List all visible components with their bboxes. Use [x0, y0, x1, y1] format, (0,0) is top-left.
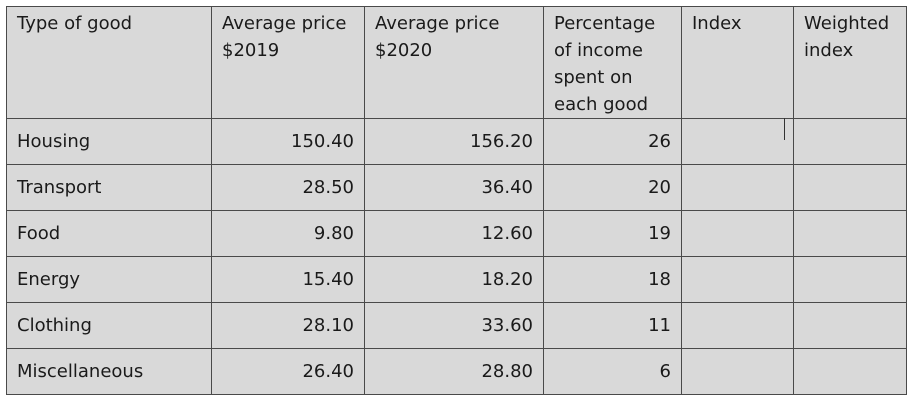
- cell-percent[interactable]: 19: [543, 210, 682, 257]
- cell-good[interactable]: Energy: [6, 256, 212, 303]
- cell-percent[interactable]: 6: [543, 348, 682, 395]
- table-row: Miscellaneous 26.40 28.80 6: [6, 348, 907, 395]
- cell-price-2020[interactable]: 33.60: [364, 302, 544, 349]
- cell-good[interactable]: Housing: [6, 118, 212, 165]
- cell-index[interactable]: [681, 210, 794, 257]
- cell-price-2019[interactable]: 26.40: [211, 348, 365, 395]
- cell-price-2019[interactable]: 9.80: [211, 210, 365, 257]
- header-index[interactable]: Index: [681, 6, 794, 119]
- cell-price-2020[interactable]: 36.40: [364, 164, 544, 211]
- header-average-price-2020[interactable]: Average price $2020: [364, 6, 544, 119]
- cell-price-2019[interactable]: 150.40: [211, 118, 365, 165]
- header-percentage-income[interactable]: Percentage of income spent on each good: [543, 6, 682, 119]
- cell-weighted-index[interactable]: [793, 302, 907, 349]
- cell-index[interactable]: [681, 348, 794, 395]
- cell-percent[interactable]: 20: [543, 164, 682, 211]
- price-index-table: Type of good Average price $2019 Average…: [6, 6, 907, 395]
- cell-good[interactable]: Clothing: [6, 302, 212, 349]
- cell-percent[interactable]: 26: [543, 118, 682, 165]
- header-weighted-index[interactable]: Weighted index: [793, 6, 907, 119]
- cell-index[interactable]: [681, 302, 794, 349]
- cell-price-2019[interactable]: 15.40: [211, 256, 365, 303]
- cell-percent[interactable]: 11: [543, 302, 682, 349]
- data-table-container: Type of good Average price $2019 Average…: [6, 6, 907, 395]
- table-row: Clothing 28.10 33.60 11: [6, 302, 907, 349]
- cell-price-2020[interactable]: 28.80: [364, 348, 544, 395]
- cell-good[interactable]: Miscellaneous: [6, 348, 212, 395]
- cell-weighted-index[interactable]: [793, 210, 907, 257]
- table-row: Transport 28.50 36.40 20: [6, 164, 907, 211]
- cell-weighted-index[interactable]: [793, 164, 907, 211]
- cell-price-2020[interactable]: 156.20: [364, 118, 544, 165]
- cell-index[interactable]: [681, 256, 794, 303]
- cell-price-2019[interactable]: 28.50: [211, 164, 365, 211]
- cell-good[interactable]: Food: [6, 210, 212, 257]
- cell-index[interactable]: [681, 118, 794, 165]
- cell-good[interactable]: Transport: [6, 164, 212, 211]
- header-average-price-2019[interactable]: Average price $2019: [211, 6, 365, 119]
- table-header-row: Type of good Average price $2019 Average…: [6, 6, 907, 119]
- cell-weighted-index[interactable]: [793, 348, 907, 395]
- cell-index[interactable]: [681, 164, 794, 211]
- header-type-of-good[interactable]: Type of good: [6, 6, 212, 119]
- cell-percent[interactable]: 18: [543, 256, 682, 303]
- table-row: Food 9.80 12.60 19: [6, 210, 907, 257]
- table-row: Housing 150.40 156.20 26: [6, 118, 907, 165]
- table-row: Energy 15.40 18.20 18: [6, 256, 907, 303]
- cell-price-2019[interactable]: 28.10: [211, 302, 365, 349]
- cell-price-2020[interactable]: 18.20: [364, 256, 544, 303]
- text-cursor: [784, 118, 785, 140]
- cell-price-2020[interactable]: 12.60: [364, 210, 544, 257]
- cell-weighted-index[interactable]: [793, 256, 907, 303]
- cell-weighted-index[interactable]: [793, 118, 907, 165]
